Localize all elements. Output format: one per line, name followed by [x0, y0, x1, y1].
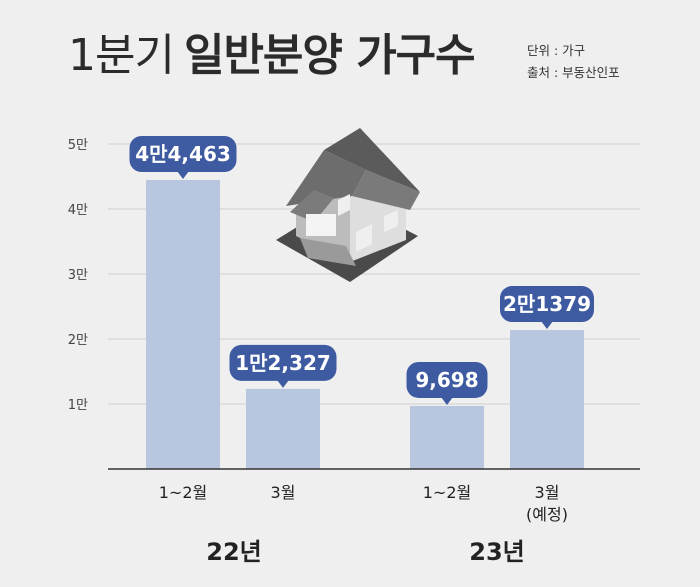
badge-pointer	[277, 379, 289, 388]
chart-title: 1분기 일반분양 가구수	[68, 28, 476, 84]
y-axis-ticks: 1만 2만 3만 4만 5만	[68, 138, 88, 413]
data-label: 2만1379	[503, 292, 591, 316]
badge-pointer	[177, 170, 189, 179]
data-label: 4만4,463	[135, 142, 231, 166]
data-labels: 4만4,463 1만2,327 9,698 2만1379	[129, 135, 594, 405]
data-label-badge: 4만4,463	[129, 135, 237, 179]
y-tick-label: 1만	[68, 398, 88, 413]
x-group-label: 23년	[469, 538, 524, 566]
x-category-label: 3월 (예정)	[526, 483, 568, 524]
y-tick-label: 2만	[68, 333, 88, 348]
data-label-badge: 9,698	[406, 361, 488, 405]
bar	[410, 405, 484, 469]
x-group-label: 22년	[206, 538, 261, 566]
badge-pointer	[541, 321, 553, 330]
data-label-badge: 1만2,327	[229, 344, 337, 388]
badge-background	[500, 286, 594, 323]
data-label: 1만2,327	[235, 351, 331, 375]
bar	[510, 330, 584, 469]
x-axis-categories: 1~2월 3월 1~2월 3월 (예정)	[159, 483, 568, 524]
badge-pointer	[441, 396, 453, 405]
data-label-badge: 2만1379	[500, 286, 594, 330]
badge-background	[129, 135, 237, 172]
data-label: 9,698	[415, 368, 478, 392]
bar	[146, 179, 220, 470]
y-tick-label: 5만	[68, 138, 88, 153]
badge-background	[406, 361, 488, 398]
y-tick-label: 4만	[68, 203, 88, 218]
x-category-label: 1~2월	[423, 483, 472, 502]
unit-note: 단위 : 가구	[527, 43, 586, 58]
x-category-label: 3월	[271, 483, 296, 502]
x-axis-groups: 22년 23년	[206, 538, 524, 566]
badge-background	[229, 344, 337, 381]
x-category-label: 1~2월	[159, 483, 208, 502]
y-tick-label: 3만	[68, 268, 88, 283]
bar	[246, 388, 320, 469]
source-note: 출처 : 부동산인포	[527, 65, 620, 80]
chart-meta: 단위 : 가구 출처 : 부동산인포	[527, 40, 620, 84]
bars	[146, 179, 584, 470]
title-main: 일반분양 가구수	[183, 30, 476, 81]
title-prefix: 1분기	[68, 30, 175, 81]
house-illustration	[276, 128, 420, 282]
